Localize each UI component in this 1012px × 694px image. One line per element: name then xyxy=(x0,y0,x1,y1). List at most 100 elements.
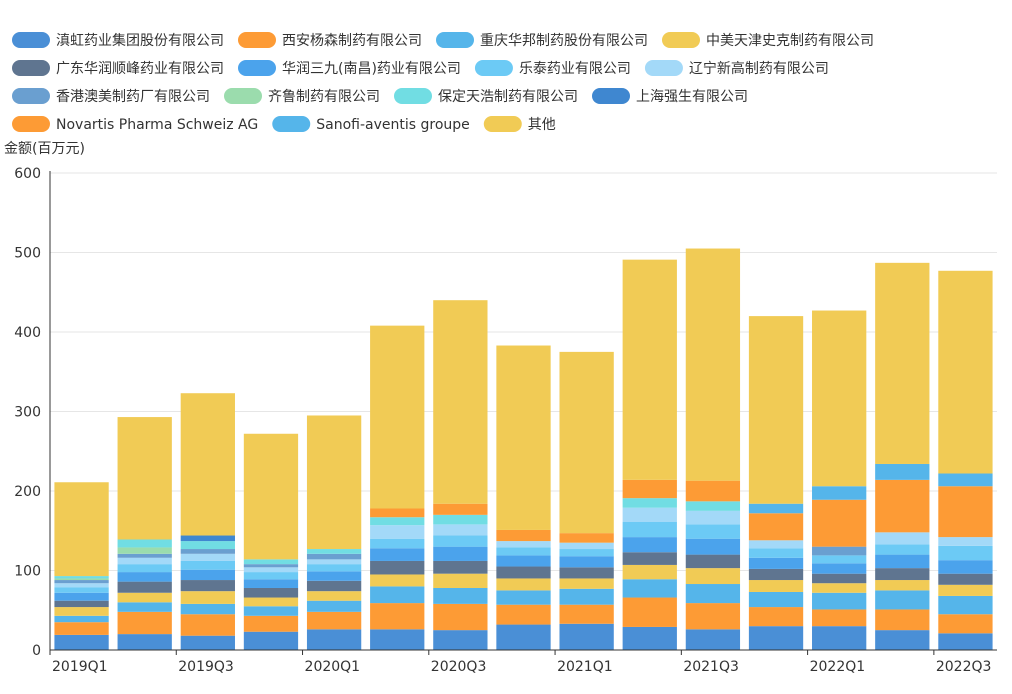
bar-segment xyxy=(243,615,299,632)
bar-segment xyxy=(496,345,551,530)
legend-item: 保定天浩制药有限公司 xyxy=(394,88,578,105)
bar-segment xyxy=(685,524,741,539)
bar-segment xyxy=(54,607,109,616)
bar-segment xyxy=(938,614,993,634)
x-tick-label: 2021Q1 xyxy=(557,659,613,675)
bar-segment xyxy=(812,546,867,556)
y-tick-label: 500 xyxy=(14,246,41,262)
legend-item: Novartis Pharma Schweiz AG xyxy=(12,116,258,133)
bar-segment xyxy=(180,535,235,542)
bar-segment xyxy=(875,630,930,650)
bar-segment xyxy=(685,554,741,569)
bar-segment xyxy=(938,633,993,650)
bar-segment xyxy=(370,603,425,630)
bar-segment xyxy=(433,535,488,547)
bar-segment xyxy=(685,480,741,502)
bar-segment xyxy=(370,629,425,650)
bar-segment xyxy=(370,525,425,539)
legend-item: 乐泰药业有限公司 xyxy=(474,60,631,77)
bar-segment xyxy=(748,316,804,504)
bar-segment xyxy=(812,583,867,593)
bar-stack xyxy=(938,270,993,650)
bar-segment xyxy=(748,568,804,581)
bar-segment xyxy=(875,463,930,480)
bar-segment xyxy=(622,259,677,480)
bar-segment xyxy=(370,586,425,604)
bar-segment xyxy=(685,629,741,650)
legend-swatch xyxy=(644,60,683,76)
bar-segment xyxy=(54,634,109,650)
bar-segment xyxy=(117,564,172,573)
legend-label: 重庆华邦制药股份有限公司 xyxy=(480,33,648,49)
legend-item: 滇虹药业集团股份有限公司 xyxy=(12,32,224,49)
legend-item: Sanofi-aventis groupe xyxy=(272,116,470,133)
bar-stack xyxy=(622,259,677,650)
bar-segment xyxy=(812,592,867,610)
bar-segment xyxy=(370,574,425,587)
bar-segment xyxy=(748,548,804,558)
bar-segment xyxy=(54,583,109,588)
bar-stack xyxy=(243,433,299,650)
legend-label: 乐泰药业有限公司 xyxy=(519,61,631,77)
legend-label: Sanofi-aventis groupe xyxy=(316,117,470,133)
bar-segment xyxy=(496,604,551,625)
bar-segment xyxy=(938,270,993,474)
bar-segment xyxy=(243,433,299,560)
bar-segment xyxy=(748,591,804,608)
bar-segment xyxy=(938,595,993,615)
y-tick-label: 600 xyxy=(14,166,41,182)
bar-segment xyxy=(496,547,551,556)
bar-segment xyxy=(243,631,299,650)
legend-swatch xyxy=(12,88,50,104)
legend-label: 滇虹药业集团股份有限公司 xyxy=(56,32,224,49)
legend-swatch xyxy=(483,116,522,132)
bar-stack xyxy=(433,300,488,650)
bar-segment xyxy=(875,554,930,569)
bar-segment xyxy=(243,579,299,588)
bar-segment xyxy=(54,576,109,579)
y-tick-label: 300 xyxy=(14,405,41,421)
bar-segment xyxy=(306,629,362,650)
bar-segment xyxy=(117,553,172,558)
legend-label: 西安杨森制药有限公司 xyxy=(282,33,422,49)
axes: 0 100 200 300 400 500 600 2019Q1 2019Q3 2020Q1 202… xyxy=(14,166,997,675)
bar-segment xyxy=(812,626,867,650)
bar-segment xyxy=(685,501,741,511)
bar-segment xyxy=(243,597,299,607)
bar-segment xyxy=(748,503,804,514)
y-tick-label: 200 xyxy=(14,484,41,500)
bar-segment xyxy=(117,592,172,603)
bar-segment xyxy=(433,503,488,515)
legend-label: 上海强生有限公司 xyxy=(636,89,748,105)
bar-segment xyxy=(622,597,677,627)
bar-segment xyxy=(433,587,488,604)
bar-stack xyxy=(496,345,551,650)
bar-segment xyxy=(685,248,741,481)
bar-segment xyxy=(54,615,109,623)
bar-segment xyxy=(496,529,551,542)
bar-segment xyxy=(180,580,235,592)
bar-segment xyxy=(622,522,677,538)
bar-segment xyxy=(433,546,488,561)
bar-segment xyxy=(875,609,930,631)
bar-segment xyxy=(370,548,425,561)
bar-segment xyxy=(559,351,614,534)
bar-segment xyxy=(243,559,299,565)
bar-segment xyxy=(559,567,614,579)
legend-swatch xyxy=(238,60,276,76)
bar-segment xyxy=(622,579,677,598)
bar-segment xyxy=(370,508,425,518)
legend-swatch xyxy=(662,32,700,48)
bar-segment xyxy=(54,482,109,577)
bar-segment xyxy=(243,587,299,598)
bar-segment xyxy=(496,555,551,567)
bar-segment xyxy=(559,623,614,650)
bar-segment xyxy=(875,262,930,464)
bar-segment xyxy=(180,541,235,550)
legend-swatch xyxy=(12,116,50,132)
bar-segment xyxy=(938,486,993,538)
bar-segment xyxy=(117,634,172,650)
legend-item: 香港澳美制药厂有限公司 xyxy=(12,88,210,105)
legend-swatch xyxy=(592,88,630,104)
